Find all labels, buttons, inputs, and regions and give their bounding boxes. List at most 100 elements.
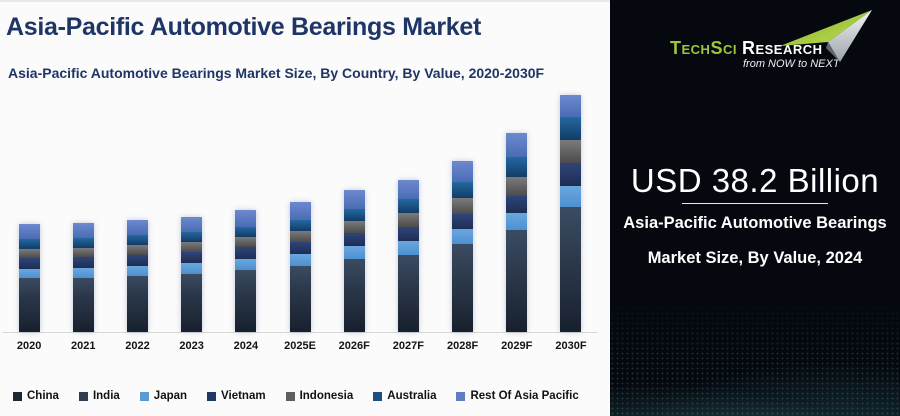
bar-segment-china (289, 291, 311, 332)
page-title: Asia-Pacific Automotive Bearings Market (6, 13, 482, 41)
bar-segment-vietnam (397, 227, 419, 241)
bar-segment-china (181, 295, 203, 332)
bar-segment-indonesia (289, 231, 311, 243)
stat-caption-line2: Market Size, By Value, 2024 (647, 249, 863, 267)
stacked-bar-2020 (18, 224, 40, 332)
bar-segment-india (181, 274, 203, 296)
x-axis-label: 2020 (16, 340, 42, 352)
legend-label: Rest Of Asia Pacific (470, 390, 579, 402)
bar-segment-indonesia (397, 213, 419, 228)
bar-segment-indonesia (72, 247, 94, 258)
bar-segment-japan (343, 245, 365, 259)
bar-column-2027F (381, 88, 435, 332)
bar-segment-vietnam (126, 254, 148, 266)
bar-segment-china (126, 296, 148, 332)
legend-swatch-icon (13, 391, 22, 401)
wave-dot-mesh (610, 296, 900, 416)
legend-swatch-icon (78, 391, 88, 401)
x-axis-label: 2021 (71, 340, 96, 352)
bar-segment-china (72, 296, 94, 332)
bar-segment-australia (343, 208, 365, 222)
bar-segment-india (72, 277, 94, 297)
stacked-bar-2030F (560, 94, 582, 332)
x-axis-label: 2022 (125, 340, 150, 352)
bar-segment-india (18, 278, 40, 298)
legend-item-rest-of-asia-pacific: Rest Of Asia Pacific (456, 390, 579, 402)
stacked-bar-2029F (506, 133, 528, 332)
bar-segment-rest-of-asia-pacific (72, 223, 94, 239)
bar-column-2024 (219, 88, 273, 332)
bar-segment-japan (506, 213, 528, 230)
bar-segment-vietnam (506, 195, 528, 214)
bars-row (2, 88, 598, 332)
legend-label: Japan (153, 390, 188, 402)
legend-item-china: China (13, 390, 59, 402)
stacked-bar-2025E (289, 202, 311, 332)
market-size-value: USD 38.2 Billion (630, 162, 880, 199)
stacked-bar-2028F (452, 160, 474, 332)
x-axis-label: 2028F (446, 340, 479, 352)
bar-column-2020 (2, 88, 56, 332)
x-axis-label: 2029F (501, 340, 533, 352)
bar-segment-indonesia (18, 248, 40, 259)
bar-segment-rest-of-asia-pacific (343, 190, 365, 209)
stacked-bar-2027F (397, 179, 419, 332)
bar-segment-indonesia (126, 245, 148, 255)
bar-segment-china (343, 289, 365, 332)
bar-column-2023 (165, 88, 219, 332)
x-axis-label: 2027F (392, 340, 424, 352)
x-axis-label: 2023 (179, 340, 204, 352)
legend-swatch-icon (285, 391, 295, 401)
bar-segment-india (506, 229, 528, 279)
legend-item-japan: Japan (139, 390, 188, 402)
chart-subtitle: Asia-Pacific Automotive Bearings Market … (8, 65, 545, 81)
bar-segment-japan (235, 258, 257, 271)
bar-segment-india (452, 244, 474, 285)
bar-segment-india (560, 206, 582, 268)
legend-label: China (27, 390, 59, 402)
bar-segment-rest-of-asia-pacific (397, 179, 419, 199)
stacked-bar-2022 (126, 220, 148, 332)
bar-segment-indonesia (235, 237, 257, 248)
stacked-bar-2024 (235, 210, 257, 332)
x-axis-label: 2024 (233, 340, 259, 352)
legend-label: India (92, 390, 120, 402)
bar-segment-china (560, 267, 582, 332)
legend-swatch-icon (139, 391, 149, 401)
legend-label: Indonesia (299, 390, 354, 402)
chart-panel: Asia-Pacific Automotive Bearings Market … (0, 0, 610, 402)
legend-swatch-icon (373, 391, 383, 401)
x-axis-label: 2030F (555, 340, 587, 352)
legend-label: Australia (387, 390, 437, 402)
bar-segment-indonesia (181, 242, 203, 253)
bar-segment-rest-of-asia-pacific (126, 220, 148, 236)
bar-segment-australia (126, 235, 148, 246)
divider-line (682, 203, 828, 204)
bar-segment-indonesia (452, 198, 474, 214)
stacked-bar-2023 (181, 216, 203, 332)
bar-column-2028F (436, 88, 490, 332)
bar-segment-rest-of-asia-pacific (181, 216, 203, 233)
bar-segment-rest-of-asia-pacific (18, 224, 40, 240)
bar-segment-japan (289, 254, 311, 267)
bar-segment-vietnam (235, 247, 257, 259)
legend-item-vietnam: Vietnam (207, 390, 266, 402)
bar-segment-rest-of-asia-pacific (560, 94, 582, 117)
bar-segment-rest-of-asia-pacific (289, 202, 311, 221)
wave-background (610, 276, 900, 416)
stacked-bar-2021 (72, 223, 94, 332)
bar-segment-china (18, 297, 40, 332)
bar-column-2021 (56, 88, 110, 332)
bar-segment-vietnam (452, 213, 474, 230)
legend-item-australia: Australia (373, 390, 436, 402)
bar-segment-vietnam (18, 258, 40, 269)
legend-swatch-icon (207, 391, 217, 401)
bar-segment-india (397, 254, 419, 288)
bar-segment-rest-of-asia-pacific (506, 133, 528, 157)
bar-segment-india (343, 258, 365, 290)
bar-segment-australia (72, 238, 94, 248)
bar-column-2030F (544, 88, 598, 332)
x-axis-label: 2026F (338, 340, 370, 352)
bar-segment-rest-of-asia-pacific (235, 210, 257, 227)
